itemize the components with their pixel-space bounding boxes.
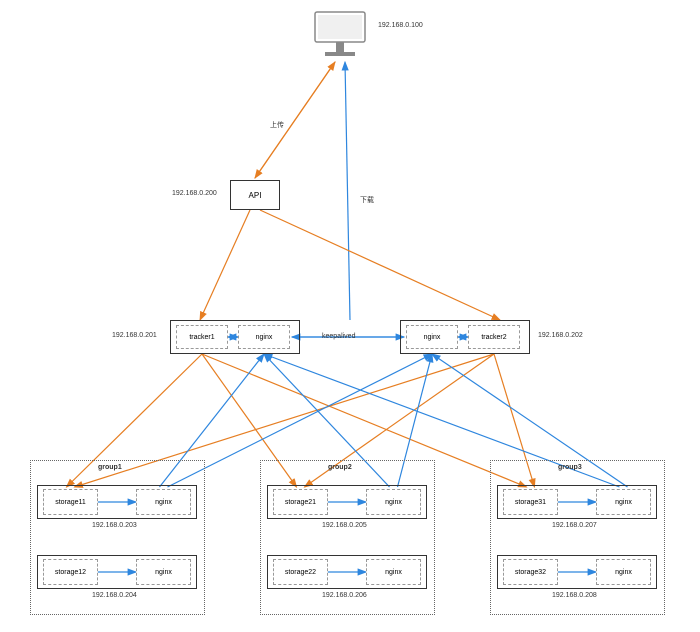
storage-ip-label: 192.168.0.204 [92,592,137,599]
storage-node: storage11 [43,489,98,515]
storage-ip-label: 192.168.0.207 [552,522,597,529]
storage-node: storage12 [43,559,98,585]
storage-ip-label: 192.168.0.206 [322,592,367,599]
client-monitor [310,10,370,60]
client-ip-label: 192.168.0.100 [378,22,423,29]
storage-ip-label: 192.168.0.205 [322,522,367,529]
api-ip-label: 192.168.0.200 [172,190,217,197]
nginx-node: nginx [596,559,651,585]
keepalived-label: keepalived [322,333,355,340]
download-label: 下载 [360,195,374,205]
tracker-node: tracker2 [468,325,520,349]
api-label: API [249,191,262,200]
group-name-label: group1 [98,464,122,471]
nginx-node: nginx [596,489,651,515]
storage-node: storage32 [503,559,558,585]
nginx-node: nginx [406,325,458,349]
nginx-node: nginx [136,489,191,515]
tracker-node: tracker1 [176,325,228,349]
tracker-ip-label: 192.168.0.202 [538,332,583,339]
api-node: API [230,180,280,210]
storage-node: storage22 [273,559,328,585]
storage-node: storage31 [503,489,558,515]
upload-label: 上传 [270,120,284,130]
group-name-label: group2 [328,464,352,471]
group-name-label: group3 [558,464,582,471]
nginx-node: nginx [366,489,421,515]
storage-ip-label: 192.168.0.208 [552,592,597,599]
storage-ip-label: 192.168.0.203 [92,522,137,529]
nginx-node: nginx [136,559,191,585]
storage-node: storage21 [273,489,328,515]
nginx-node: nginx [366,559,421,585]
tracker-ip-label: 192.168.0.201 [112,332,157,339]
nginx-node: nginx [238,325,290,349]
